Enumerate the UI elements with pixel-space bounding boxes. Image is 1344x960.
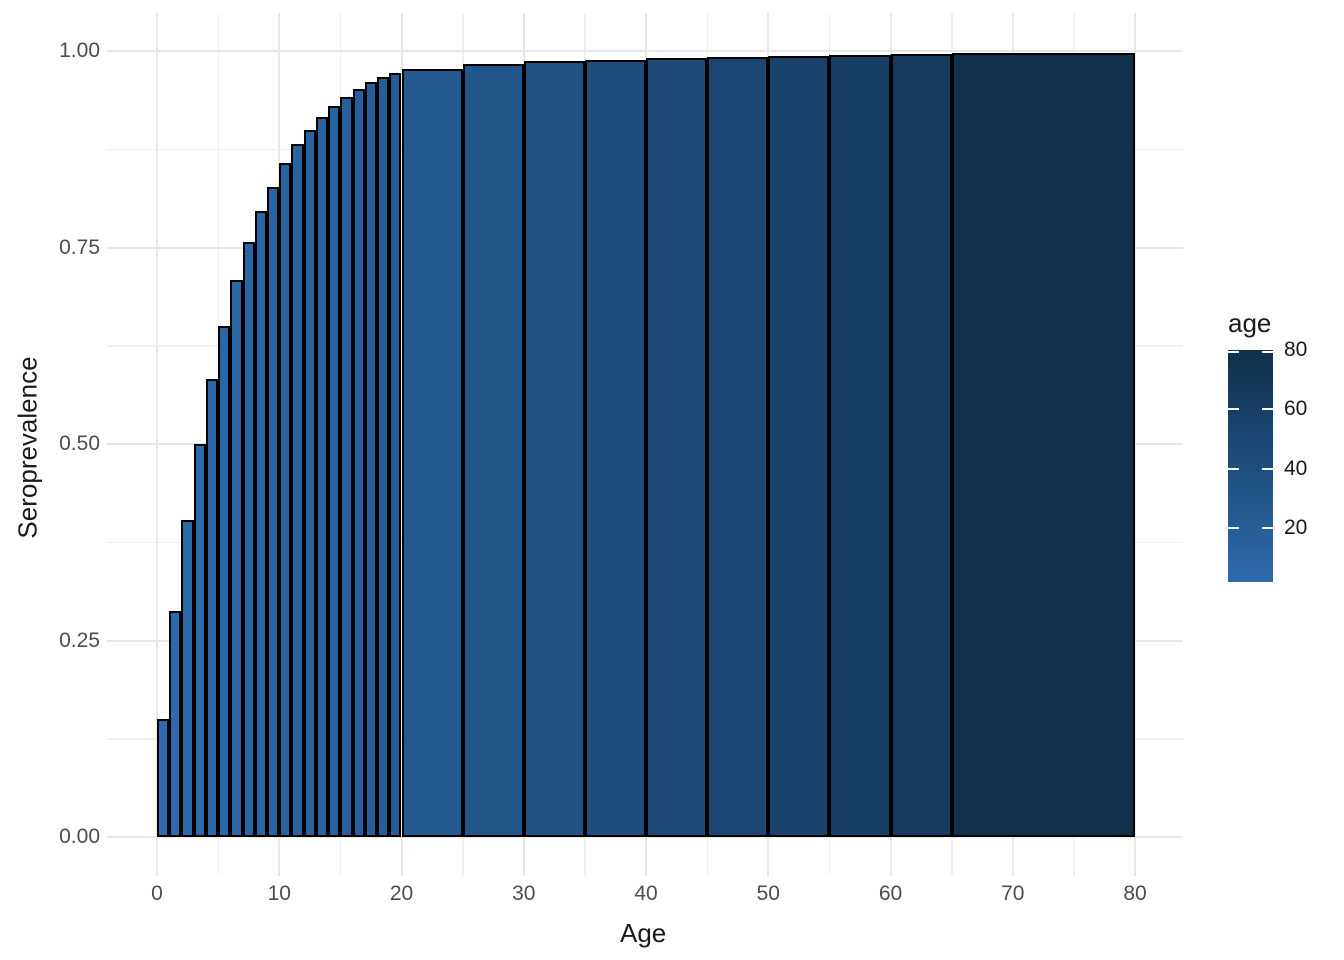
seroprevalence-bar <box>205 378 219 837</box>
legend-tick-mark <box>1262 408 1273 411</box>
x-tick-label: 50 <box>756 882 780 905</box>
legend-tick-label: 20 <box>1284 516 1308 539</box>
legend-tick-mark <box>1262 351 1273 353</box>
legend-tick-mark <box>1228 351 1239 353</box>
seroprevalence-bar <box>279 163 292 837</box>
seroprevalence-bar <box>364 82 378 837</box>
y-tick-label: 0.00 <box>59 825 100 848</box>
seroprevalence-bar <box>181 520 194 837</box>
seroprevalence-bar <box>328 106 341 837</box>
legend-tick-label: 80 <box>1284 338 1308 361</box>
plot-panel <box>107 13 1183 876</box>
y-major-gridline <box>107 836 1183 838</box>
seroprevalence-bar <box>584 59 646 837</box>
x-tick-label: 0 <box>151 882 163 905</box>
y-tick-label: 1.00 <box>59 39 100 62</box>
seroprevalence-bar <box>462 63 524 837</box>
seroprevalence-bar <box>401 69 463 837</box>
seroprevalence-bar <box>768 55 830 837</box>
seroprevalence-bar <box>193 444 206 837</box>
x-tick-label: 20 <box>389 882 414 905</box>
legend-tick-mark <box>1262 467 1273 470</box>
seroprevalence-bar <box>267 186 280 837</box>
x-tick-label: 40 <box>634 882 658 905</box>
seroprevalence-bar <box>291 143 304 837</box>
x-tick-label: 60 <box>878 882 903 905</box>
legend-tick-mark <box>1262 527 1273 529</box>
y-tick-label: 0.75 <box>59 235 100 259</box>
legend-tick-label: 40 <box>1284 456 1308 480</box>
seroprevalence-bar <box>340 97 353 837</box>
seroprevalence-bar <box>157 719 170 837</box>
seroprevalence-bar <box>169 610 182 837</box>
seroprevalence-bar <box>242 241 255 837</box>
x-tick-label: 70 <box>1001 882 1025 905</box>
y-major-gridline <box>107 50 1183 52</box>
seroprevalence-bar <box>303 129 316 837</box>
seroprevalence-bar <box>254 211 268 837</box>
x-tick-label: 10 <box>267 882 291 905</box>
seroprevalence-bar <box>389 73 402 837</box>
x-tick-label: 80 <box>1123 882 1147 905</box>
legend-tick-mark <box>1228 408 1239 411</box>
legend-tick-mark <box>1228 527 1239 529</box>
seroprevalence-bar <box>523 61 585 837</box>
x-tick-label: 30 <box>512 882 536 905</box>
seroprevalence-bar <box>890 54 952 837</box>
y-tick-label: 0.50 <box>59 432 100 455</box>
legend-title: age <box>1228 308 1272 338</box>
seroprevalence-bar <box>707 56 769 837</box>
y-tick-label: 0.25 <box>59 628 100 652</box>
seroprevalence-bar <box>315 117 329 837</box>
seroprevalence-bar <box>352 88 365 837</box>
seroprevalence-bar <box>218 326 231 837</box>
seroprevalence-bar <box>230 279 243 837</box>
seroprevalence-bar <box>951 53 1135 837</box>
seroprevalence-bar <box>646 58 708 837</box>
legend-tick-label: 60 <box>1284 397 1308 421</box>
legend-colorbar <box>1228 350 1273 582</box>
legend-tick-mark <box>1228 467 1239 470</box>
x-axis-title: Age <box>620 918 667 948</box>
y-axis-title: Seroprevalence <box>12 356 43 539</box>
seroprevalence-bar <box>829 54 891 837</box>
seroprevalence-bar <box>377 76 390 837</box>
